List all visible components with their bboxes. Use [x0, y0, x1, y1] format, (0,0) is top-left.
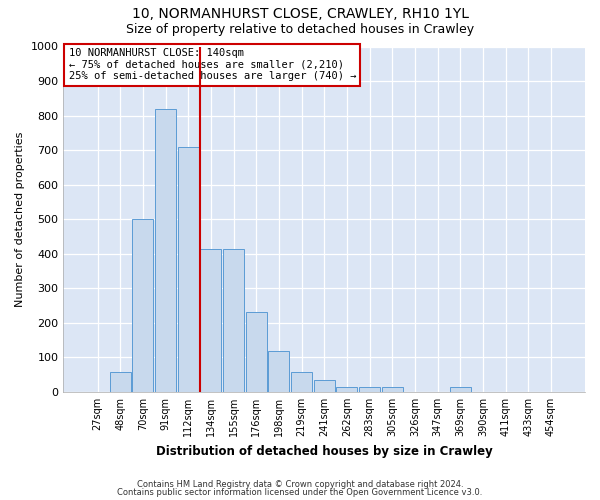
Bar [110, 372, 131, 392]
Bar [246, 312, 266, 392]
Bar [200, 248, 221, 392]
Bar [314, 380, 335, 392]
Bar [291, 372, 312, 392]
Y-axis label: Number of detached properties: Number of detached properties [15, 132, 25, 307]
Bar [268, 351, 289, 392]
X-axis label: Distribution of detached houses by size in Crawley: Distribution of detached houses by size … [156, 444, 493, 458]
Bar [155, 108, 176, 392]
Bar [133, 219, 154, 392]
Bar [382, 388, 403, 392]
Bar [450, 388, 470, 392]
Bar [337, 388, 358, 392]
Text: Size of property relative to detached houses in Crawley: Size of property relative to detached ho… [126, 24, 474, 36]
Text: Contains HM Land Registry data © Crown copyright and database right 2024.: Contains HM Land Registry data © Crown c… [137, 480, 463, 489]
Text: Contains public sector information licensed under the Open Government Licence v3: Contains public sector information licen… [118, 488, 482, 497]
Text: 10 NORMANHURST CLOSE: 140sqm
← 75% of detached houses are smaller (2,210)
25% of: 10 NORMANHURST CLOSE: 140sqm ← 75% of de… [68, 48, 356, 82]
Text: 10, NORMANHURST CLOSE, CRAWLEY, RH10 1YL: 10, NORMANHURST CLOSE, CRAWLEY, RH10 1YL [131, 8, 469, 22]
Bar [359, 388, 380, 392]
Bar [178, 146, 199, 392]
Bar [223, 248, 244, 392]
